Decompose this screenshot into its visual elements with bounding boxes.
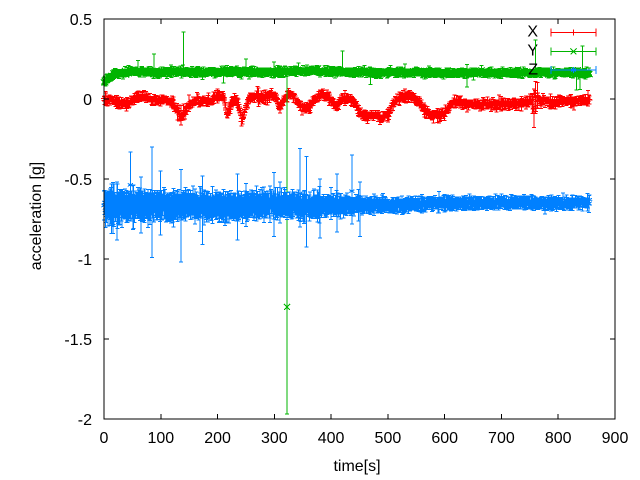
svg-text:100: 100: [147, 430, 174, 447]
svg-text:Y: Y: [527, 43, 538, 60]
svg-text:0: 0: [100, 430, 109, 447]
svg-text:X: X: [527, 24, 538, 41]
svg-text:300: 300: [261, 430, 288, 447]
svg-text:-0.5: -0.5: [64, 172, 92, 189]
svg-text:500: 500: [375, 430, 402, 447]
svg-text:acceleration [g]: acceleration [g]: [28, 162, 45, 271]
svg-text:-1.5: -1.5: [64, 332, 92, 349]
svg-text:400: 400: [318, 430, 345, 447]
svg-text:800: 800: [545, 430, 572, 447]
svg-text:-1: -1: [78, 252, 92, 269]
svg-text:-2: -2: [78, 412, 92, 429]
svg-text:time[s]: time[s]: [333, 458, 380, 475]
svg-text:700: 700: [488, 430, 515, 447]
svg-text:Z: Z: [528, 62, 538, 79]
svg-text:0: 0: [83, 92, 92, 109]
svg-text:900: 900: [602, 430, 629, 447]
svg-text:200: 200: [204, 430, 231, 447]
svg-text:0.5: 0.5: [70, 12, 92, 29]
svg-text:600: 600: [431, 430, 458, 447]
